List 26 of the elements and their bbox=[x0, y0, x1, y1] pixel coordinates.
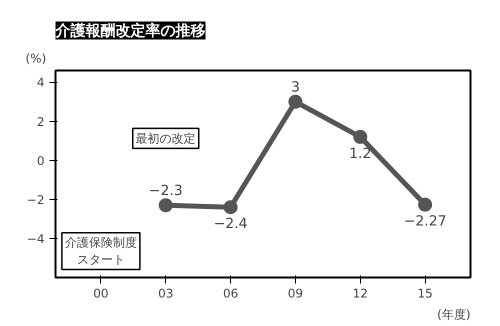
y-axis-title: (%) bbox=[26, 52, 46, 66]
x-tick-label: 15 bbox=[417, 286, 433, 300]
x-axis-title: (年度) bbox=[437, 308, 471, 322]
point bbox=[353, 130, 368, 144]
y-tick-label: 2 bbox=[36, 114, 45, 129]
y-tick-label: 0 bbox=[36, 154, 45, 168]
data-label: 1.2 bbox=[349, 146, 372, 162]
x-tick-label: 00 bbox=[93, 286, 109, 300]
x-tick-label: 06 bbox=[222, 286, 238, 300]
data-label: −2.27 bbox=[404, 214, 447, 230]
y-tick-label: −4 bbox=[26, 232, 45, 246]
point bbox=[418, 198, 432, 212]
data-label: −2.4 bbox=[214, 216, 248, 232]
y-tick-label: −2 bbox=[26, 192, 45, 207]
x-tick-label: 09 bbox=[288, 286, 304, 300]
annotation: 介護保険制度スタート bbox=[64, 236, 137, 266]
point bbox=[224, 200, 238, 214]
annotation: 最初の改定 bbox=[136, 131, 196, 146]
x-tick-label: 03 bbox=[158, 286, 174, 300]
chart-title: 介護報酬改定率の推移 bbox=[54, 22, 206, 40]
data-label: −2.3 bbox=[148, 183, 183, 200]
point bbox=[288, 94, 302, 109]
point bbox=[158, 198, 173, 212]
data-label: 3 bbox=[290, 80, 300, 96]
y-tick-label: 4 bbox=[36, 76, 45, 90]
x-tick-label: 12 bbox=[352, 286, 368, 300]
